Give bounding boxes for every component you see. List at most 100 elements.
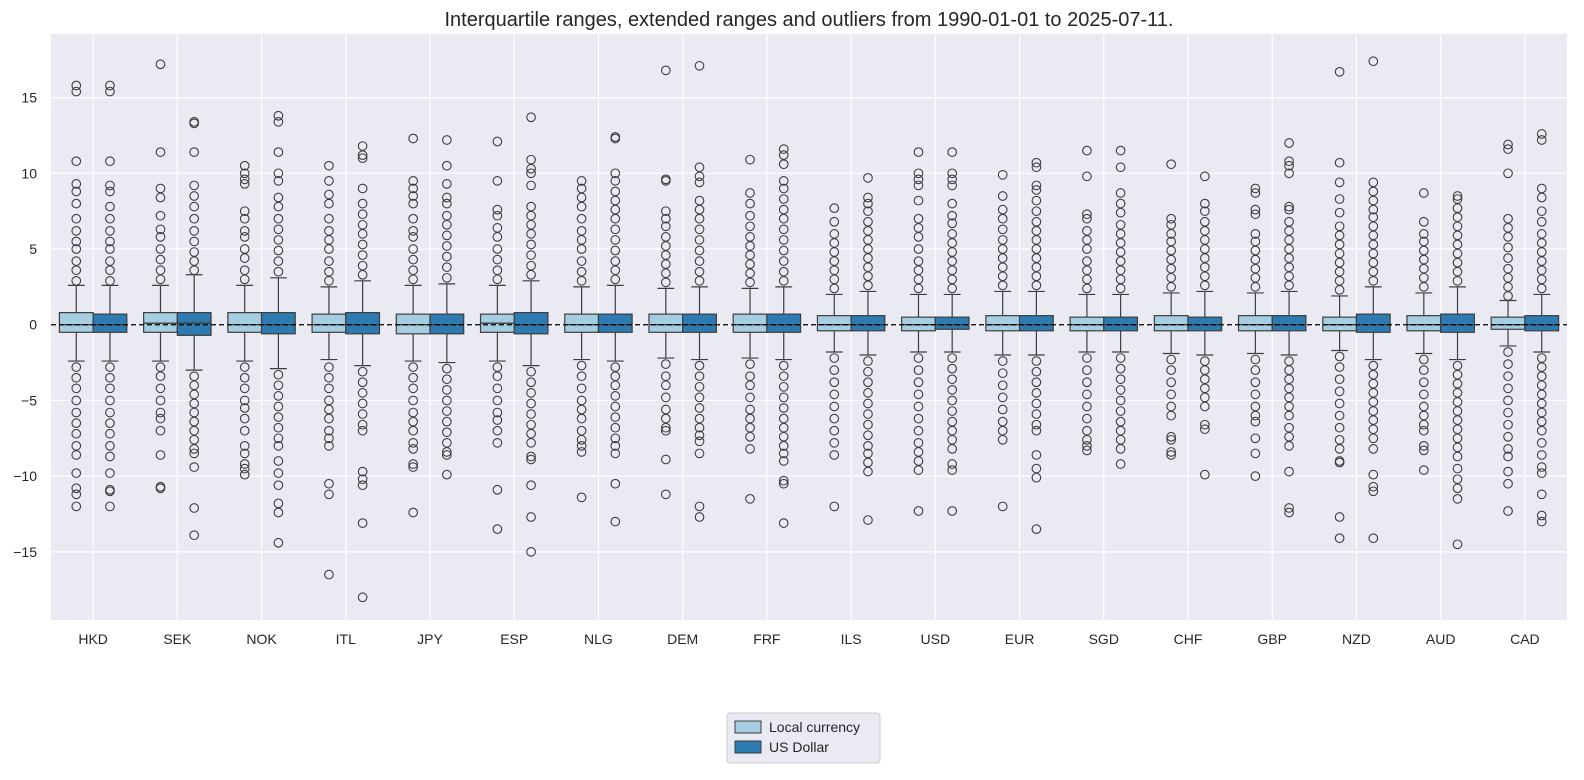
outlier-point — [1082, 434, 1092, 445]
outlier-point — [273, 256, 284, 266]
outlier-point — [1334, 410, 1345, 421]
box-nzd — [1355, 313, 1391, 333]
outlier-point — [1082, 401, 1092, 412]
outlier-point — [71, 86, 82, 97]
outlier-point — [863, 216, 873, 227]
outlier-point — [1250, 410, 1261, 421]
outlier-point — [1334, 533, 1345, 544]
outlier-point — [947, 363, 958, 374]
outlier-point — [273, 456, 284, 466]
outlier-point — [1418, 354, 1429, 365]
outlier-point — [441, 384, 452, 395]
outlier-point — [829, 377, 840, 388]
outlier-point — [997, 501, 1008, 512]
outlier-point — [1503, 371, 1513, 382]
outlier-point — [155, 395, 166, 406]
outlier-point — [1503, 466, 1513, 477]
outlier-point — [1368, 481, 1379, 492]
outlier-point — [997, 235, 1008, 245]
outlier-point — [1503, 444, 1513, 454]
outlier-point — [1250, 188, 1261, 198]
outlier-point — [1031, 472, 1042, 483]
outlier-point — [745, 359, 755, 369]
outlier-point — [694, 256, 705, 266]
outlier-point — [694, 430, 705, 441]
legend-label: Local currency — [769, 719, 860, 735]
outlier-point — [1334, 457, 1345, 468]
outlier-point — [492, 437, 503, 448]
outlier-point — [1166, 447, 1177, 457]
outlier-point — [71, 383, 82, 394]
outlier-point — [357, 183, 368, 194]
outlier-point — [778, 403, 789, 413]
outlier-point — [997, 356, 1008, 366]
outlier-point — [324, 225, 334, 236]
outlier-point — [576, 360, 587, 371]
outlier-point — [1334, 398, 1345, 409]
outlier-point — [1250, 183, 1261, 194]
box-nok — [260, 312, 296, 335]
outlier-point — [526, 398, 536, 409]
outlier-point — [441, 272, 452, 283]
outlier-point — [105, 501, 115, 512]
y-tick-label: −5 — [21, 392, 37, 408]
outlier-point — [492, 383, 503, 394]
outlier-point — [694, 448, 705, 459]
outlier-point — [1418, 236, 1429, 247]
outlier-point — [526, 377, 536, 388]
y-tick-label: 0 — [29, 317, 37, 333]
outlier-point — [1536, 468, 1547, 478]
outlier-point — [324, 425, 334, 436]
outlier-point — [105, 395, 115, 406]
outlier-point — [71, 450, 82, 460]
outlier-point — [492, 210, 503, 221]
outlier-point — [273, 116, 284, 127]
outlier-point — [1082, 377, 1092, 388]
legend-label: US Dollar — [769, 739, 829, 755]
outlier-point — [610, 168, 621, 179]
outlier-point — [189, 462, 200, 472]
outlier-point — [660, 425, 671, 436]
x-tick-label: JPY — [417, 631, 443, 647]
outlier-point — [913, 213, 924, 224]
outlier-point — [273, 441, 284, 451]
outlier-point — [1503, 383, 1513, 394]
outlier-point — [239, 395, 250, 406]
outlier-point — [441, 230, 452, 241]
outlier-point — [947, 210, 958, 221]
outlier-point — [441, 374, 452, 385]
outlier-point — [1166, 450, 1177, 460]
outlier-point — [1115, 444, 1126, 454]
outlier-point — [408, 225, 419, 236]
outlier-point — [947, 374, 958, 385]
outlier-point — [71, 225, 82, 236]
outlier-point — [1418, 377, 1429, 388]
outlier-point — [694, 381, 705, 392]
outlier-point — [239, 244, 250, 254]
outlier-point — [324, 160, 334, 171]
outlier-point — [1199, 469, 1210, 480]
outlier-point — [492, 407, 503, 418]
outlier-point — [441, 395, 452, 406]
outlier-point — [1334, 351, 1345, 362]
outlier-point — [324, 413, 334, 424]
outlier-point — [829, 203, 840, 213]
outlier-point — [1536, 516, 1547, 527]
outlier-point — [239, 225, 250, 236]
outlier-point — [863, 419, 873, 430]
outlier-point — [324, 441, 334, 451]
outlier-point — [239, 179, 250, 189]
outlier-point — [357, 198, 368, 209]
x-tick-label: HKD — [78, 631, 108, 647]
outlier-point — [576, 447, 587, 457]
outlier-point — [610, 516, 621, 527]
outlier-point — [1115, 363, 1126, 374]
box-chf — [1153, 315, 1189, 332]
outlier-point — [829, 401, 840, 412]
outlier-point — [526, 366, 536, 377]
outlier-point — [357, 209, 368, 220]
outlier-point — [660, 174, 671, 185]
outlier-point — [997, 434, 1008, 445]
box-sgd — [1069, 316, 1105, 332]
outlier-point — [189, 147, 200, 157]
